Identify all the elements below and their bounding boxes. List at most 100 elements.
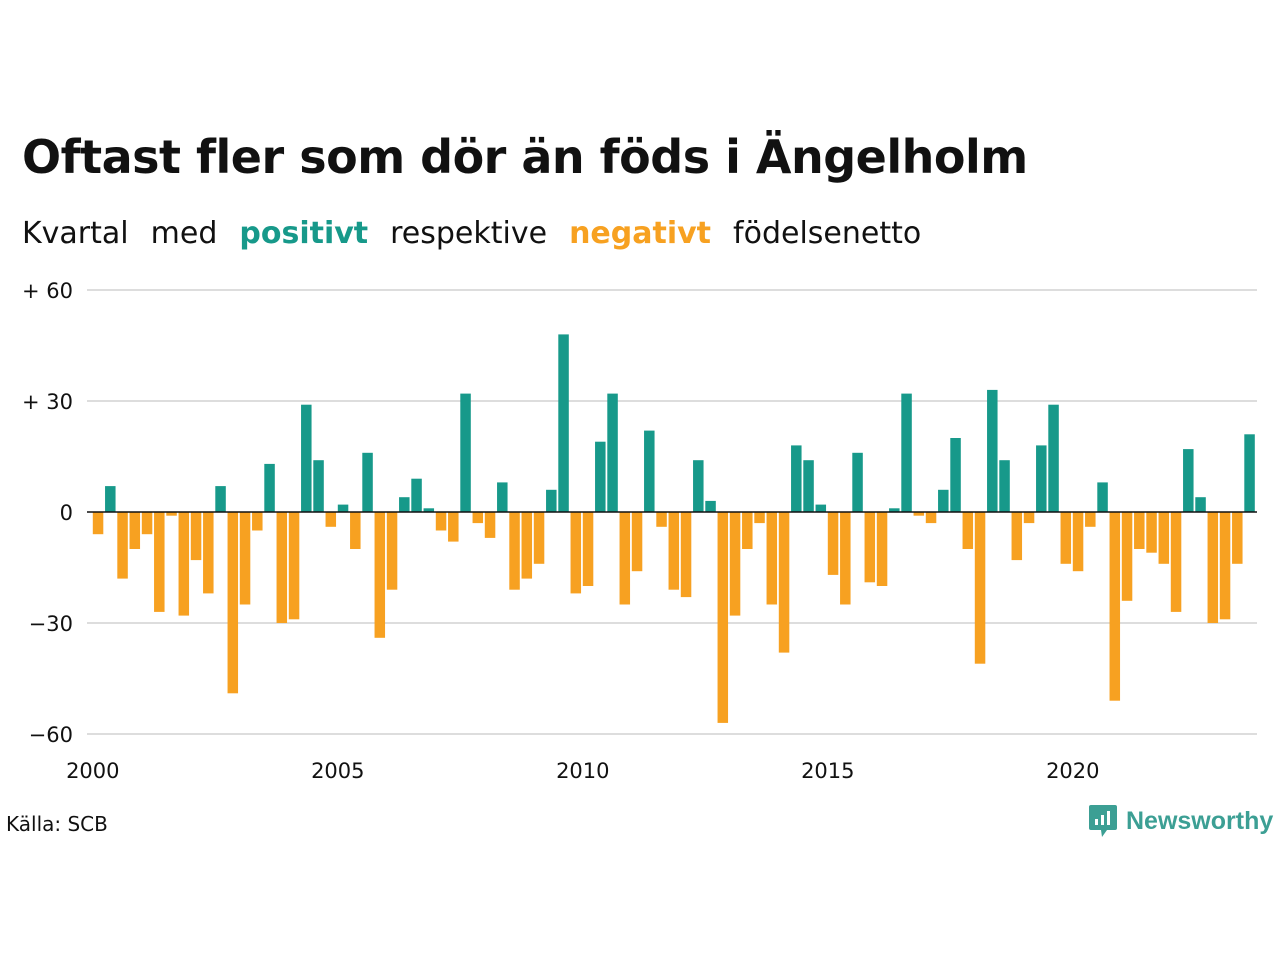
bar	[840, 512, 851, 605]
bar	[141, 512, 153, 535]
bar	[411, 478, 422, 512]
bar	[301, 404, 312, 512]
bar	[92, 512, 104, 535]
bar	[570, 512, 582, 594]
bars	[92, 334, 1255, 723]
bar	[1232, 512, 1243, 564]
bar	[999, 460, 1010, 512]
logo-text: Newsworthy	[1126, 806, 1274, 835]
x-tick-label: 2010	[556, 759, 609, 783]
bar	[1244, 434, 1255, 512]
subtitle-negative-label: negativt	[569, 216, 712, 251]
bar	[448, 512, 459, 542]
bar	[938, 489, 949, 512]
bar	[778, 512, 790, 653]
bar	[129, 512, 141, 549]
bar	[1011, 512, 1023, 561]
bar	[852, 452, 863, 512]
subtitle-text-4: födelsenetto	[733, 216, 922, 251]
subtitle-text-1: Kvartal	[22, 216, 129, 251]
bar	[1170, 512, 1182, 612]
bar	[644, 430, 655, 512]
bar	[656, 512, 667, 527]
bar	[117, 512, 128, 579]
chart-title: Oftast fler som dör än föds i Ängelholm	[22, 130, 1028, 184]
bar	[950, 438, 961, 512]
bar	[533, 512, 545, 564]
y-axis-ticks: + 60 + 30 0 −30 −60	[22, 279, 73, 747]
x-tick-label: 2000	[66, 759, 119, 783]
y-tick-label: + 60	[22, 279, 73, 303]
bar	[1134, 512, 1145, 549]
y-tick-label: −30	[29, 612, 73, 636]
bar	[791, 445, 802, 512]
bar	[1183, 449, 1194, 512]
bar	[362, 452, 373, 512]
bar	[803, 460, 814, 512]
bar	[595, 441, 606, 512]
newsworthy-logo: Newsworthy	[1088, 804, 1273, 838]
bar	[693, 460, 704, 512]
bar	[987, 389, 998, 512]
y-tick-label: −60	[29, 723, 73, 747]
bar	[399, 497, 410, 512]
bar	[1158, 512, 1170, 564]
subtitle-text-2: med	[150, 216, 218, 251]
y-tick-label: 0	[60, 501, 73, 525]
bar	[827, 512, 839, 575]
bar	[1048, 404, 1059, 512]
bar	[178, 512, 190, 616]
bar	[350, 512, 361, 549]
bar	[901, 393, 912, 512]
bar	[472, 512, 484, 524]
bar	[484, 512, 496, 538]
bar	[521, 512, 533, 579]
bar	[374, 512, 386, 638]
bar	[729, 512, 741, 616]
bar	[815, 504, 827, 512]
bar	[889, 508, 900, 512]
bar	[264, 463, 275, 512]
bar	[1097, 482, 1108, 512]
bar	[509, 512, 520, 590]
bar	[962, 512, 974, 549]
bar	[546, 489, 557, 512]
bar	[925, 512, 937, 524]
bar	[1109, 512, 1121, 701]
bar	[668, 512, 680, 590]
bar	[1023, 512, 1035, 524]
bar	[717, 512, 729, 723]
bar	[1195, 497, 1206, 512]
bar	[607, 393, 618, 512]
chart-subtitle: Kvartal med positivt respektive negativt föde…	[22, 216, 943, 251]
subtitle-text-3: respektive	[390, 216, 548, 251]
bar	[913, 512, 925, 516]
bar	[460, 393, 471, 512]
subtitle-positive-label: positivt	[239, 216, 369, 251]
bar	[423, 508, 435, 512]
bar	[619, 512, 631, 605]
bar	[252, 512, 263, 531]
bar	[1085, 512, 1096, 527]
bar	[313, 460, 324, 512]
bar	[435, 512, 447, 531]
bar	[558, 334, 569, 512]
bar	[754, 512, 765, 524]
source-note: Källa: SCB	[6, 812, 108, 836]
newsworthy-chart-bubble-icon	[1089, 805, 1117, 837]
bar	[582, 512, 594, 586]
bar	[1072, 512, 1084, 572]
x-tick-label: 2005	[311, 759, 364, 783]
bar	[215, 486, 226, 512]
bar	[386, 512, 398, 590]
bar	[742, 512, 753, 549]
bar	[337, 504, 349, 512]
bar	[974, 512, 986, 664]
bar	[276, 512, 288, 623]
bar	[154, 512, 165, 612]
bar	[166, 512, 177, 516]
bar	[876, 512, 888, 586]
bar	[1036, 445, 1047, 512]
bar	[1207, 512, 1219, 623]
bar-chart: + 60 + 30 0 −30 −60 2000 2005 2010 2015 2020	[22, 279, 1257, 783]
